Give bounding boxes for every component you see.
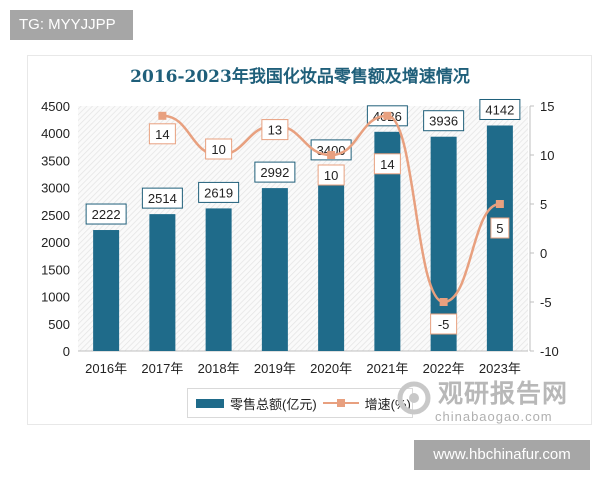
right-tick-label: 0: [540, 246, 547, 261]
growth-marker: [495, 200, 504, 208]
x-tick-label: 2019年: [254, 361, 296, 376]
legend-bar-swatch: [196, 398, 224, 408]
header-tag: TG: MYYJJPP: [10, 10, 133, 40]
right-tick-label: -10: [540, 344, 559, 359]
right-tick-label: 15: [540, 99, 554, 114]
bar-data-label: 4142: [485, 102, 514, 117]
left-tick-label: 3500: [41, 153, 70, 168]
bar-label-box: [310, 139, 352, 161]
bar-label-box: [198, 181, 240, 203]
growth-data-label: 14: [380, 157, 394, 172]
x-tick-label: 2022年: [423, 361, 465, 376]
plot-area: [78, 106, 528, 351]
growth-marker: [383, 111, 392, 120]
x-tick-label: 2020年: [310, 361, 352, 376]
bar-data-label: 2514: [148, 191, 177, 206]
left-tick-label: 1500: [41, 262, 70, 277]
bar: [318, 165, 345, 351]
growth-label-box: [148, 123, 176, 145]
growth-marker: [439, 298, 448, 306]
left-tick-label: 2500: [41, 208, 70, 223]
left-tick-label: 4000: [41, 126, 70, 141]
right-tick-label: 5: [540, 197, 547, 212]
x-tick-label: 2016年: [85, 361, 127, 376]
bar: [261, 188, 288, 351]
bar-data-label: 2992: [260, 165, 289, 180]
x-tick-label: 2023年: [479, 361, 521, 376]
watermark-en: chinabaogao.com: [435, 409, 553, 424]
bar-data-label: 3936: [429, 114, 458, 129]
left-tick-label: 1000: [41, 290, 70, 305]
bar-data-label: 2619: [204, 185, 233, 200]
growth-marker: [327, 151, 336, 159]
growth-data-label: 5: [496, 221, 503, 236]
legend: 零售总额(亿元) 增速(%): [187, 388, 413, 418]
left-tick-label: 4500: [41, 99, 70, 114]
chart-title: 2016-2023年我国化妆品零售额及增速情况: [130, 67, 470, 87]
x-tick-label: 2018年: [198, 361, 240, 376]
bar-label-box: [479, 98, 521, 120]
growth-label-box: [317, 164, 345, 186]
legend-bar-label: 零售总额(亿元): [230, 396, 317, 412]
left-tick-label: 2000: [41, 235, 70, 250]
x-tick-label: 2021年: [366, 361, 408, 376]
right-tick-label: 10: [540, 148, 554, 163]
left-tick-label: 3000: [41, 181, 70, 196]
bar-label-box: [423, 110, 465, 132]
right-tick-label: -5: [540, 295, 552, 310]
left-tick-label: 0: [63, 344, 70, 359]
growth-label-box: [373, 153, 401, 175]
bar: [205, 208, 232, 351]
bar-label-box: [85, 203, 127, 225]
footer-url: www.hbchinafur.com: [414, 440, 590, 470]
watermark-logo-icon: [397, 381, 431, 415]
growth-label-box: [205, 138, 233, 160]
watermark-cn: 观研报告网: [438, 380, 569, 408]
growth-label-box: [490, 217, 510, 239]
left-tick-label: 500: [48, 317, 70, 332]
growth-data-label: -5: [438, 317, 450, 332]
growth-data-label: 14: [155, 127, 169, 142]
growth-data-label: 10: [211, 142, 225, 157]
chart-card: [27, 55, 592, 425]
bar: [149, 214, 176, 351]
growth-data-label: 13: [268, 123, 282, 138]
bar-label-box: [141, 187, 183, 209]
legend-line-swatch: [322, 399, 359, 407]
bar-data-label: 2222: [92, 207, 121, 222]
bar: [93, 230, 120, 351]
growth-label-box: [261, 119, 289, 141]
growth-data-label: 10: [324, 168, 338, 183]
bar-label-box: [254, 161, 296, 183]
x-tick-label: 2017年: [141, 361, 183, 376]
growth-marker: [158, 111, 167, 120]
growth-label-box: [430, 313, 458, 335]
